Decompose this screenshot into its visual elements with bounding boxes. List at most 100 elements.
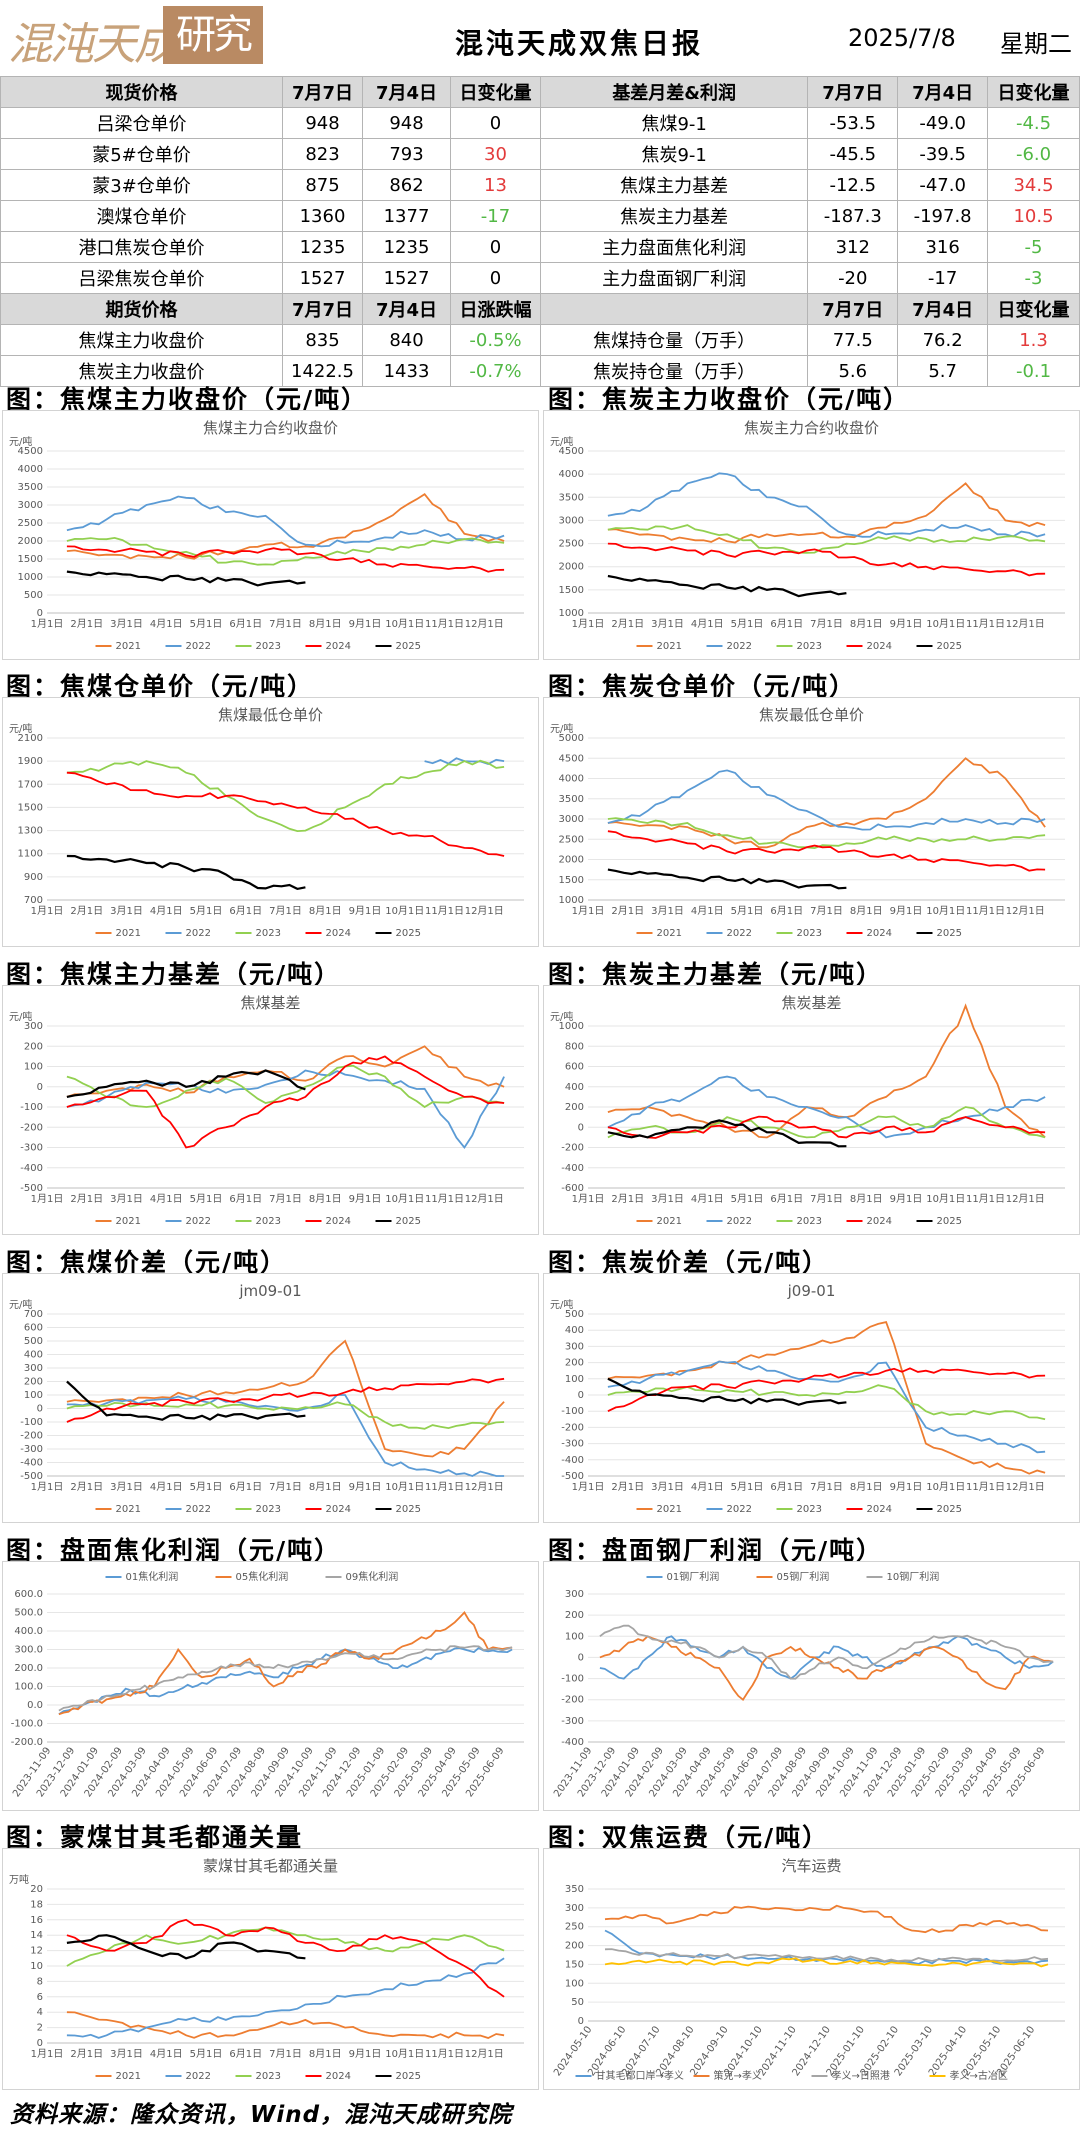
y-tick-label: 18 [30, 1899, 43, 1910]
y-tick-label: 0 [37, 1082, 43, 1093]
column-header: 7月4日 [362, 76, 451, 108]
series-line-05钢厂利润 [599, 1635, 1054, 1702]
x-tick-label: 9月1日 [349, 1193, 382, 1205]
x-tick-label: 5月1日 [190, 1193, 223, 1205]
legend-entry: 05钢厂利润 [777, 1570, 830, 1583]
series-line-孝义→日照港 [604, 1948, 1049, 1963]
legend-entry: 2021 [657, 641, 682, 652]
x-tick-label: 10月1日 [385, 1193, 424, 1205]
row-label: 港口焦炭仓单价 [0, 231, 283, 263]
y-tick-label: 14 [30, 1930, 43, 1941]
legend-entry: 2022 [727, 1504, 752, 1515]
value-jul7: 823 [282, 138, 363, 170]
legend-entry: 2023 [797, 1504, 822, 1515]
x-tick-label: 10月1日 [385, 1481, 424, 1493]
y-tick-label: 2500 [559, 834, 584, 845]
daily-change: -6.0 [987, 138, 1080, 170]
y-tick-label: -600 [561, 1183, 584, 1194]
value-jul7: 875 [282, 169, 363, 201]
series-line-2022 [66, 1069, 505, 1150]
column-header: 7月4日 [897, 293, 989, 325]
y-tick-label: 2000 [559, 562, 584, 573]
x-tick-label: 1月1日 [572, 1481, 605, 1493]
y-tick-label: -200.0 [11, 1737, 43, 1748]
y-tick-label: 10 [30, 1961, 43, 1972]
x-tick-label: 11月1日 [425, 2048, 464, 2060]
value-jul4: -39.5 [897, 138, 989, 170]
legend-entry: 10钢厂利润 [887, 1570, 940, 1583]
y-tick-label: 50 [571, 1997, 584, 2008]
report-title: 混沌天成双焦日报 [455, 27, 704, 60]
row-label: 焦煤9-1 [539, 107, 809, 139]
legend-entry: 2025 [937, 928, 962, 939]
row-label: 蒙3#仓单价 [0, 169, 283, 201]
legend-entry: 2025 [937, 641, 962, 652]
axis-unit-label: 元/吨 [9, 722, 32, 735]
y-tick-label: 2500 [18, 518, 43, 529]
report-weekday: 星期二 [1000, 30, 1072, 58]
y-tick-label: 3500 [559, 794, 584, 805]
daily-change: -4.5 [987, 107, 1080, 139]
daily-change: 0 [450, 231, 541, 263]
legend-entry: 2024 [867, 928, 892, 939]
value-jul4: 840 [362, 324, 451, 356]
basis-profit-table: 基差月差&利润 7月7日 7月4日 日变化量 焦煤9-1 -53.5 -49.0 -4.5 焦炭… [539, 76, 1080, 387]
x-tick-label: 3月1日 [651, 905, 684, 917]
value-jul4: 793 [362, 138, 451, 170]
y-tick-label: 400 [24, 1350, 43, 1361]
x-tick-label: 9月1日 [349, 2048, 382, 2060]
x-tick-label: 2月1日 [70, 1193, 103, 1205]
x-tick-label: 6月1日 [770, 618, 803, 630]
section-title-11: 图：蒙煤甘其毛都通关量 [6, 1823, 304, 1852]
table-row: 焦炭持仓量（万手） 5.6 5.7 -0.1 [539, 355, 1080, 387]
x-tick-label: 1月1日 [572, 1193, 605, 1205]
table-row: 焦煤9-1 -53.5 -49.0 -4.5 [539, 107, 1080, 139]
x-tick-label: 11月1日 [425, 1481, 464, 1493]
section-title-4: 图：焦炭仓单价（元/吨） [548, 672, 857, 701]
y-tick-label: -400 [561, 1737, 584, 1748]
chart-title: j09-01 [787, 1282, 836, 1300]
row-label: 主力盘面焦化利润 [539, 231, 809, 263]
y-tick-label: 4000 [559, 469, 584, 480]
legend-entry: 2022 [186, 1216, 211, 1227]
daily-change: 13 [450, 169, 541, 201]
x-tick-label: 1月1日 [31, 618, 64, 630]
y-tick-label: -400 [561, 1163, 584, 1174]
x-tick-label: 4月1日 [691, 1481, 724, 1493]
series-line-2023 [607, 1384, 1046, 1421]
legend-entry: 2023 [256, 641, 281, 652]
chart-panel-c2: 焦炭主力合约收盘价 元/吨 1000 1500 2000 2500 3000 3500 4000… [543, 410, 1080, 660]
y-tick-label: 4500 [559, 753, 584, 764]
legend-entry: 2022 [186, 2071, 211, 2082]
series-line-2022 [607, 769, 1046, 831]
y-tick-label: 3500 [559, 492, 584, 503]
x-tick-label: 12月1日 [1006, 1193, 1045, 1205]
legend-entry: 2023 [256, 1504, 281, 1515]
x-tick-label: 12月1日 [465, 618, 504, 630]
y-tick-label: 300 [24, 1363, 43, 1374]
x-tick-label: 3月1日 [110, 618, 143, 630]
y-tick-label: -400 [20, 1458, 43, 1469]
y-tick-label: 400 [565, 1082, 584, 1093]
value-jul4: 1235 [362, 231, 451, 263]
column-header: 现货价格 [0, 76, 283, 108]
legend-entry: 2022 [727, 928, 752, 939]
value-jul4: -49.0 [897, 107, 989, 139]
x-tick-label: 6月1日 [229, 1193, 262, 1205]
value-jul4: 1433 [362, 355, 451, 387]
legend-entry: 2025 [396, 641, 421, 652]
axis-unit-label: 元/吨 [9, 1010, 32, 1023]
series-line-2022 [607, 472, 1046, 538]
column-header [539, 293, 809, 325]
legend-entry: 2021 [116, 928, 141, 939]
legend-entry: 2024 [326, 928, 351, 939]
y-tick-label: 500 [565, 1309, 584, 1320]
x-tick-label: 11月1日 [966, 905, 1005, 917]
daily-change: -0.1 [987, 355, 1080, 387]
daily-change: 30 [450, 138, 541, 170]
y-tick-label: 1000 [559, 608, 584, 619]
legend-entry: 2024 [326, 1504, 351, 1515]
